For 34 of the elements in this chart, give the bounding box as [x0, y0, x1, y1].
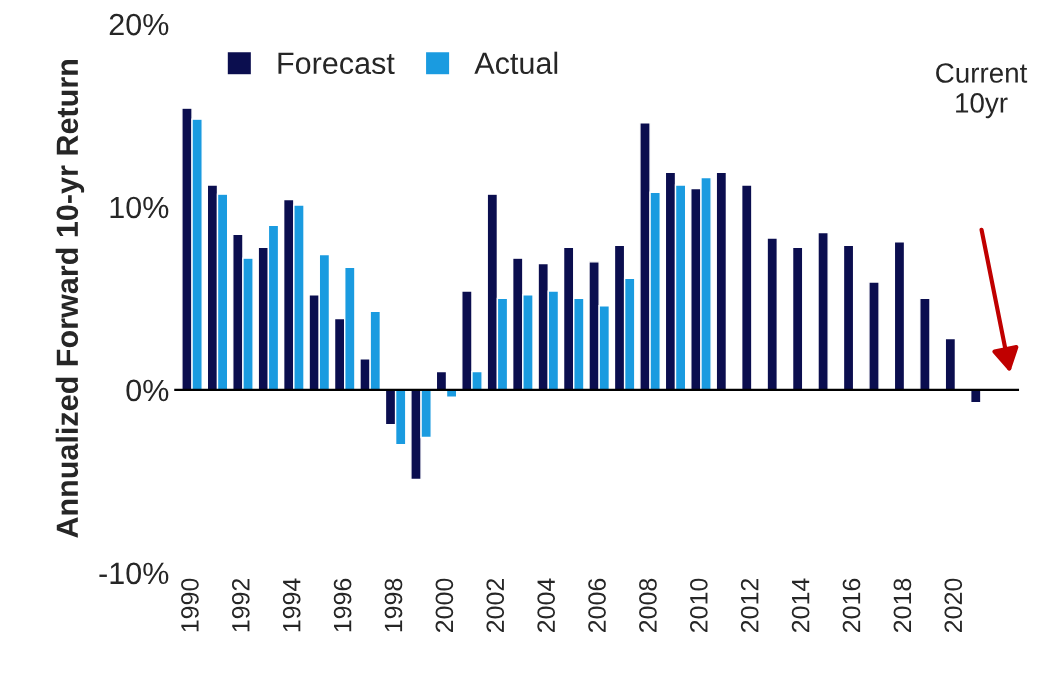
- x-tick-label: 2000: [435, 578, 454, 633]
- legend-label: Forecast: [278, 52, 395, 75]
- x-tick-label: 1990: [181, 578, 199, 632]
- bar: [740, 184, 753, 391]
- y-tick-label: 20%: [109, 13, 169, 36]
- bar: [919, 297, 931, 391]
- bar: [766, 237, 779, 391]
- x-tick-label: 1994: [282, 578, 301, 632]
- bar: [893, 241, 906, 391]
- y-tick-label: -10%: [99, 562, 169, 585]
- x-tick-label: 2018: [893, 578, 912, 633]
- x-tick-label: 2020: [944, 578, 963, 633]
- y-axis-title: Annualized Forward 10-yr Return: [55, 60, 85, 538]
- x-tick-label: 1992: [231, 578, 250, 632]
- y-tick-label: 10%: [110, 196, 169, 219]
- bar: [944, 337, 957, 391]
- bar: [842, 244, 855, 391]
- y-tick-label: 0%: [126, 379, 169, 402]
- x-tick-label: 2004: [537, 578, 555, 633]
- x-tick-label: 1998: [384, 578, 403, 632]
- x-tick-label: 2016: [842, 578, 861, 633]
- x-tick-label: 2006: [588, 578, 606, 633]
- bar: [715, 171, 728, 391]
- bar: [868, 281, 880, 391]
- annotation: Current 10yr: [936, 63, 1028, 119]
- x-tick-label: 2008: [639, 578, 657, 633]
- x-tick-label: 1996: [333, 578, 352, 632]
- x-tick-label: 2012: [740, 578, 759, 633]
- bar: [817, 231, 829, 391]
- legend-label: Actual: [474, 51, 558, 75]
- x-tick-label: 2014: [791, 578, 810, 633]
- x-tick-label: 2010: [689, 578, 708, 633]
- x-tick-label: 2002: [486, 578, 505, 633]
- bar: [791, 246, 804, 391]
